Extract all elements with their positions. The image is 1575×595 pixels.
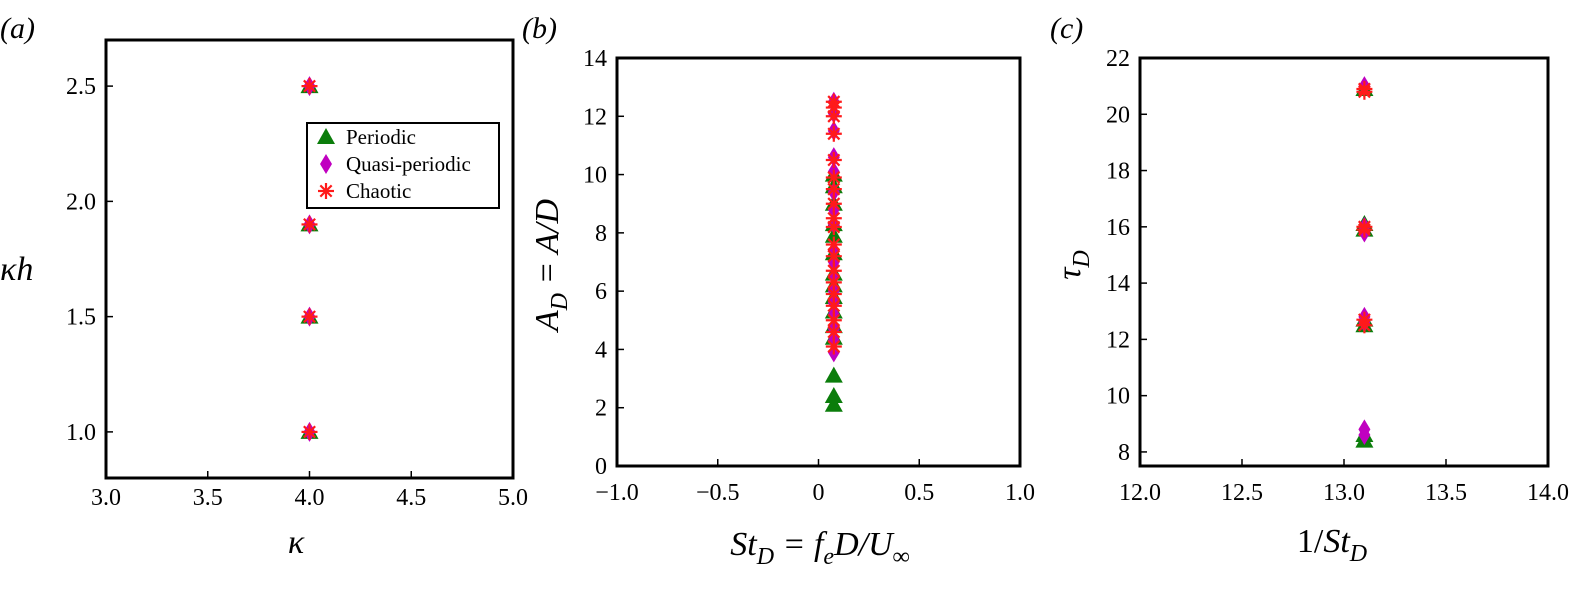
- panel-a: (a) κh κ 3.0 3.5 4.0 4.5 5.0 1.0 1.5 2.0 2.5: [0, 12, 528, 561]
- legend-entry-periodic: Periodic: [346, 125, 416, 149]
- plot-frame: [1138, 56, 1550, 468]
- y-tick-label: 1.0: [66, 420, 96, 446]
- data-point-chaotic: [301, 216, 318, 233]
- plot-frame: [104, 38, 515, 480]
- data-point-periodic: [824, 387, 843, 404]
- data-point-chaotic: [825, 262, 842, 279]
- y-tick-label: 4: [595, 337, 607, 363]
- y-tick-label: 1.5: [66, 305, 96, 331]
- y-tick-label: 18: [1106, 159, 1130, 185]
- panel-b-label: (b): [522, 12, 557, 45]
- data-point-chaotic: [825, 312, 842, 329]
- plot-frame: [615, 56, 1022, 468]
- y-tick-label: 20: [1106, 102, 1130, 128]
- legend-entry-quasi-periodic: Quasi-periodic: [346, 152, 471, 176]
- x-tick-label: −1.0: [595, 480, 639, 506]
- x-tick-label: 0: [813, 480, 825, 506]
- y-tick-label: 2: [595, 396, 607, 422]
- panel-a-plot-area: 3.0 3.5 4.0 4.5 5.0 1.0 1.5 2.0 2.5: [66, 38, 528, 511]
- y-tick-label: 14: [583, 46, 607, 72]
- x-tick-label: 12.0: [1119, 480, 1161, 506]
- data-point-chaotic: [825, 169, 842, 186]
- legend-entry-chaotic: Chaotic: [346, 179, 411, 203]
- panel-c-label: (c): [1050, 12, 1083, 45]
- y-tick-label: 0: [595, 454, 607, 480]
- y-tick-label: 2.0: [66, 189, 96, 215]
- panel-b-xlabel: StD = feD/U∞: [730, 526, 910, 570]
- data-point-chaotic: [825, 125, 842, 142]
- data-point-quasi-periodic: [1358, 419, 1371, 440]
- x-tick-label: 4.0: [295, 485, 325, 511]
- y-tick-label: 6: [595, 279, 607, 305]
- panel-a-label: (a): [0, 12, 35, 45]
- y-tick-label: 14: [1106, 271, 1130, 297]
- y-tick-label: 12: [1106, 327, 1130, 353]
- data-point-chaotic: [1356, 311, 1373, 328]
- panel-c-xlabel: 1/StD: [1297, 523, 1367, 567]
- data-point-chaotic: [825, 210, 842, 227]
- data-point-chaotic: [301, 78, 318, 95]
- data-point-chaotic: [825, 152, 842, 168]
- x-tick-label: 13.5: [1425, 480, 1467, 506]
- x-tick-label: 14.0: [1527, 480, 1569, 506]
- data-point-chaotic: [301, 423, 318, 440]
- y-tick-label: 2.5: [66, 74, 96, 100]
- x-tick-label: 13.0: [1323, 480, 1365, 506]
- y-tick-label: 12: [583, 104, 607, 130]
- y-tick-label: 16: [1106, 215, 1130, 241]
- data-point-chaotic: [825, 338, 842, 355]
- data-point-chaotic: [825, 93, 842, 110]
- legend-markers: [317, 128, 335, 199]
- data-point-chaotic: [825, 236, 842, 253]
- y-tick-label: 8: [595, 221, 607, 247]
- panel-c-plot-area: 12.0 12.5 13.0 13.5 14.0 8 10 12 14 16 18 20 22: [1106, 46, 1569, 506]
- panel-b-plot-area: −1.0 −0.5 0 0.5 1.0 0 2 4 6 8 10 12 14: [583, 46, 1035, 506]
- x-tick-label: 3.5: [193, 485, 223, 511]
- panel-a-xlabel: κ: [288, 524, 305, 561]
- panel-c-ylabel: τD: [1051, 250, 1095, 280]
- x-tick-label: 4.5: [396, 485, 426, 511]
- legend-marker-quasi-periodic: [320, 154, 332, 174]
- data-point-periodic: [824, 395, 843, 412]
- y-tick-label: 10: [583, 163, 607, 189]
- y-tick-label: 22: [1106, 46, 1130, 72]
- x-tick-label: 1.0: [1005, 480, 1035, 506]
- legend: Periodic Quasi-periodic Chaotic: [306, 122, 500, 209]
- legend-marker-periodic: [317, 128, 335, 144]
- x-tick-label: 12.5: [1221, 480, 1263, 506]
- data-point-periodic: [824, 366, 843, 383]
- data-point-chaotic: [1356, 218, 1373, 235]
- x-tick-label: −0.5: [696, 480, 740, 506]
- x-tick-label: 3.0: [91, 485, 121, 511]
- data-point-chaotic: [825, 181, 842, 198]
- x-tick-label: 0.5: [904, 480, 934, 506]
- panel-b: (b) AD = A/D StD = feD/U∞ −1.0 −0.5 0 0.5 1.…: [522, 12, 1035, 570]
- legend-box: [306, 122, 500, 209]
- legend-marker-chaotic: [318, 183, 334, 199]
- x-tick-label: 5.0: [498, 485, 528, 511]
- panel-c: (c) τD 1/StD 12.0 12.5 13.0 13.5 14.0 8 10 12 14…: [1050, 12, 1569, 567]
- panel-b-ylabel: AD = A/D: [529, 198, 573, 333]
- data-point-chaotic: [1356, 80, 1373, 97]
- panel-a-ylabel: κh: [0, 251, 33, 288]
- data-point-chaotic: [301, 308, 318, 325]
- data-point-chaotic: [825, 195, 842, 212]
- y-tick-label: 10: [1106, 384, 1130, 410]
- y-tick-label: 8: [1118, 440, 1130, 466]
